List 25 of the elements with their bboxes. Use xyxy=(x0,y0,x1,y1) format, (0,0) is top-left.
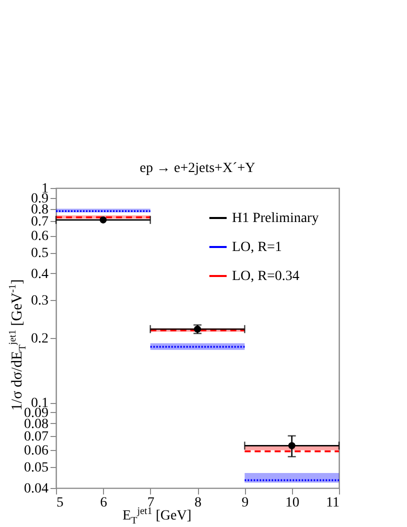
y-tick-label: 0.04 xyxy=(24,482,48,496)
y-tick-label: 0.5 xyxy=(31,246,48,262)
y-tick-label: 0.2 xyxy=(31,332,48,346)
x-axis-title: E$_{T}$$^{jet1}$ [GeV] xyxy=(122,506,192,526)
x-tick-label: 9 xyxy=(242,496,249,510)
y-tick-label: 0.4 xyxy=(31,266,48,282)
y-tick-label: 0.7 xyxy=(31,214,48,230)
x-tick-label: 10 xyxy=(285,496,300,510)
x-tick-label: 6 xyxy=(100,496,108,510)
y-tick-label: 0.07 xyxy=(24,429,48,444)
y-tick-label: 0.08 xyxy=(24,416,48,432)
y-tick-label: 0.8 xyxy=(31,202,48,218)
x-tick-label: 11 xyxy=(326,496,340,510)
x-tick-label: 5 xyxy=(56,496,64,510)
legend-label: H1 Preliminary xyxy=(232,211,319,226)
y-tick-label: 0.05 xyxy=(24,460,48,476)
chart-title: ep → e+2jets+X´+Y xyxy=(140,161,256,176)
y-tick-label: 0.3 xyxy=(31,294,48,309)
legend-label: LO, R=1 xyxy=(232,240,282,255)
point xyxy=(100,216,107,224)
y-tick-label: 0.6 xyxy=(31,229,48,244)
legend-label: LO, R=0.34 xyxy=(232,269,300,284)
point xyxy=(288,442,296,450)
x-tick-label: 8 xyxy=(194,496,202,510)
y-tick-label: 0.06 xyxy=(24,444,48,459)
